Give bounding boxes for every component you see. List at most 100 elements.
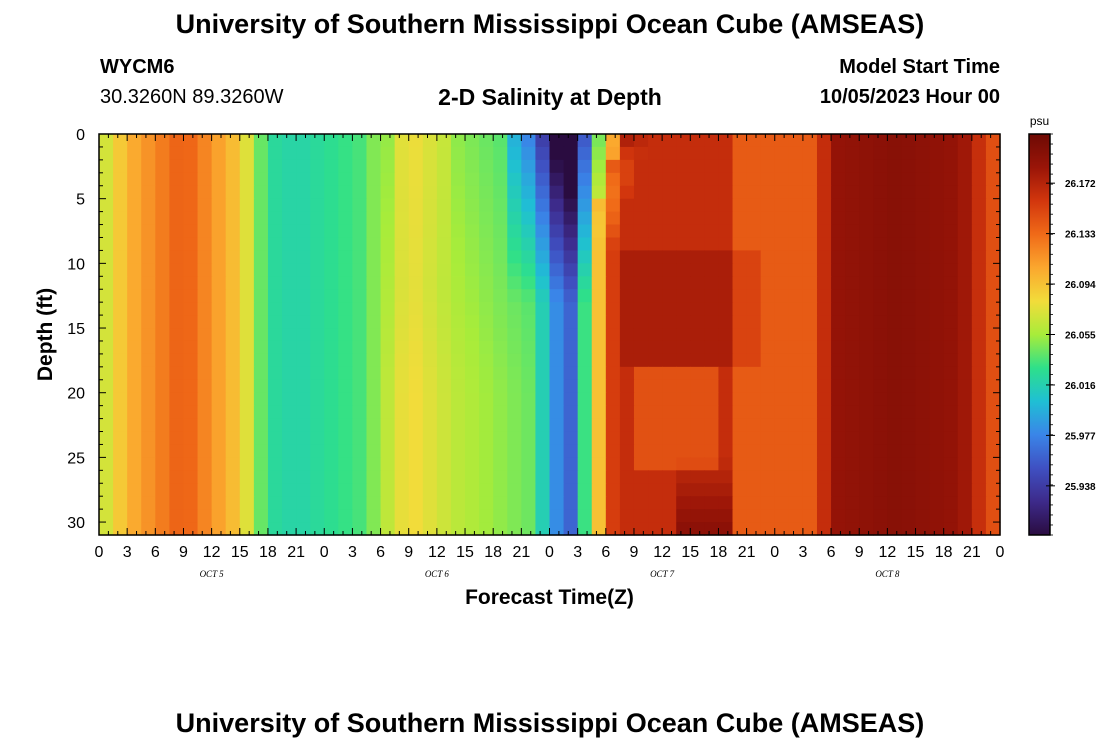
heatmap-cell: [422, 483, 438, 497]
heatmap-cell: [183, 211, 199, 226]
heatmap-cell: [633, 302, 649, 316]
heatmap-cell: [239, 185, 255, 200]
heatmap-cell: [690, 159, 705, 174]
heatmap-cell: [760, 185, 776, 200]
heatmap-cell: [450, 509, 466, 523]
heatmap-cell: [985, 340, 1001, 355]
heatmap-cell: [408, 496, 424, 510]
heatmap-cell: [169, 392, 185, 407]
heatmap-cell: [310, 366, 325, 381]
heatmap-cell: [422, 444, 438, 458]
heatmap-cell: [310, 496, 325, 510]
heatmap-cell: [718, 418, 734, 433]
heatmap-cell: [239, 134, 255, 148]
x-axis-label: Forecast Time(Z): [465, 586, 634, 609]
heatmap-cell: [760, 418, 776, 433]
heatmap-cell: [465, 276, 480, 290]
heatmap-cell: [929, 159, 945, 174]
heatmap-cell: [662, 470, 677, 484]
heatmap-cell: [450, 496, 466, 510]
heatmap-cell: [549, 224, 565, 239]
heatmap-cell: [943, 509, 959, 523]
heatmap-cell: [352, 185, 368, 200]
heatmap-cell: [915, 159, 931, 174]
heatmap-cell: [352, 224, 368, 239]
heatmap-cell: [127, 289, 142, 303]
heatmap-cell: [380, 405, 396, 420]
heatmap-cell: [465, 340, 480, 355]
heatmap-cell: [760, 134, 776, 148]
heatmap-cell: [690, 509, 705, 523]
heatmap-cell: [648, 431, 663, 446]
heatmap-cell: [633, 470, 649, 484]
heatmap-cell: [901, 172, 917, 187]
heatmap-cell: [718, 134, 734, 148]
heatmap-cell: [366, 211, 382, 226]
heatmap-cell: [127, 250, 142, 264]
heatmap-cell: [535, 340, 551, 355]
heatmap-cell: [619, 263, 635, 277]
heatmap-cell: [746, 198, 762, 213]
heatmap-cell: [633, 431, 649, 446]
heatmap-cell: [943, 405, 959, 420]
heatmap-cell: [436, 418, 452, 433]
heatmap-cell: [380, 263, 396, 277]
heatmap-cell: [788, 302, 804, 316]
heatmap-cell: [915, 418, 931, 433]
heatmap-cell: [802, 340, 818, 355]
colorbar-tick-label: 26.055: [1065, 331, 1096, 342]
heatmap-cell: [450, 457, 466, 471]
heatmap-cell: [788, 405, 804, 420]
heatmap-cell: [915, 146, 931, 161]
heatmap-cell: [901, 340, 917, 355]
heatmap-cell: [282, 146, 297, 161]
heatmap-cell: [211, 379, 227, 394]
heatmap-cell: [619, 289, 635, 303]
heatmap-cell: [535, 444, 551, 458]
heatmap-cell: [99, 509, 114, 523]
heatmap-cell: [901, 146, 917, 161]
heatmap-cell: [352, 366, 368, 381]
heatmap-cell: [901, 224, 917, 239]
heatmap-cell: [197, 444, 213, 458]
heatmap-cell: [802, 470, 818, 484]
heatmap-cell: [127, 483, 142, 497]
heatmap-cell: [943, 431, 959, 446]
heatmap-cell: [887, 405, 903, 420]
heatmap-cell: [563, 340, 579, 355]
heatmap-cell: [633, 315, 649, 329]
heatmap-cell: [774, 353, 790, 368]
heatmap-cell: [718, 315, 734, 329]
heatmap-cell: [155, 224, 170, 239]
heatmap-cell: [816, 483, 832, 497]
heatmap-cell: [816, 211, 832, 226]
heatmap-cell: [155, 366, 170, 381]
heatmap-cell: [253, 496, 269, 510]
heatmap-cell: [380, 457, 396, 471]
heatmap-cell: [422, 328, 438, 342]
heatmap-cell: [788, 379, 804, 394]
heatmap-cell: [971, 509, 987, 523]
heatmap-cell: [225, 250, 241, 264]
x-tick-label: 6: [827, 544, 836, 561]
heatmap-cell: [282, 366, 297, 381]
heatmap-cell: [141, 405, 156, 420]
heatmap-cell: [746, 418, 762, 433]
heatmap-cell: [507, 392, 522, 407]
heatmap-cell: [788, 328, 804, 342]
heatmap-cell: [197, 366, 213, 381]
heatmap-cell: [985, 211, 1001, 226]
heatmap-cell: [267, 237, 283, 252]
heatmap-cell: [493, 159, 508, 174]
heatmap-cell: [746, 392, 762, 407]
heatmap-cell: [394, 366, 410, 381]
heatmap-cell: [253, 315, 269, 329]
heatmap-cell: [676, 392, 691, 407]
heatmap-cell: [450, 522, 466, 536]
heatmap-cell: [985, 366, 1001, 381]
heatmap-cell: [929, 483, 945, 497]
heatmap-cell: [985, 457, 1001, 471]
heatmap-cell: [169, 470, 185, 484]
heatmap-cell: [802, 211, 818, 226]
heatmap-cell: [253, 379, 269, 394]
